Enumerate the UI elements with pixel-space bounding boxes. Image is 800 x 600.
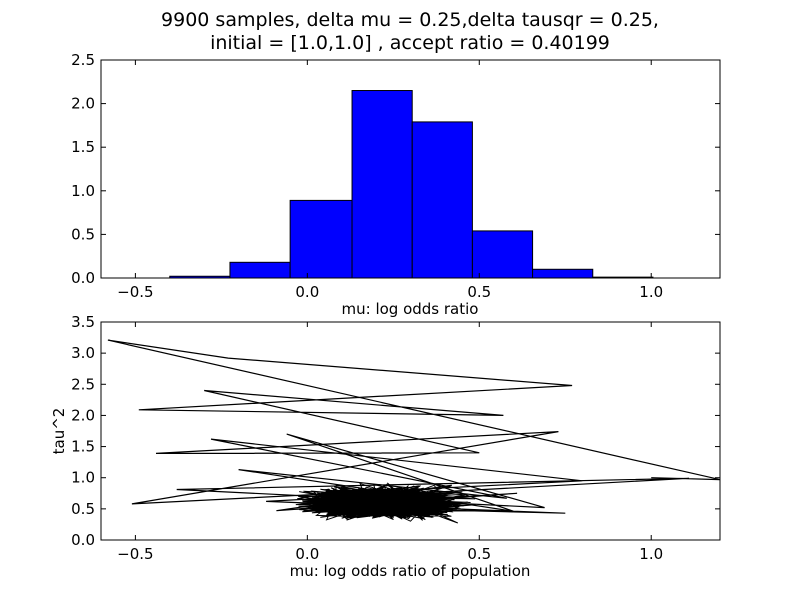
x-tick-label: −0.5 bbox=[117, 545, 153, 563]
x-tick-label: −0.5 bbox=[117, 283, 153, 301]
x-tick-label: 0.0 bbox=[295, 283, 319, 301]
y-tick-label: 0.0 bbox=[71, 531, 95, 549]
trace-x-ticks: −0.5 0.0 0.5 1.0 bbox=[117, 322, 663, 563]
histogram-frame bbox=[100, 59, 721, 279]
histogram-axes: −0.5 0.0 0.5 1.0 0.0 0.5 1.0 1.5 2.0 2.5 mu: log… bbox=[71, 51, 721, 318]
x-tick-label: 1.0 bbox=[639, 545, 663, 563]
y-tick-label: 1.5 bbox=[71, 138, 95, 156]
y-tick-label: 1.0 bbox=[71, 469, 95, 487]
trace-clip bbox=[107, 339, 720, 524]
histogram-bars bbox=[169, 90, 654, 279]
x-tick-label: 1.0 bbox=[639, 283, 663, 301]
trace-y-axis-label: tau^2 bbox=[50, 408, 68, 455]
title-line-2: initial = [1.0,1.0] , accept ratio = 0.4… bbox=[210, 32, 610, 54]
histogram-y-ticks: 0.0 0.5 1.0 1.5 2.0 2.5 bbox=[71, 51, 720, 287]
trace-lines bbox=[107, 339, 720, 524]
histogram-bar bbox=[411, 121, 473, 279]
trace-y-ticks: 0.0 0.5 1.0 1.5 2.0 2.5 3.0 3.5 bbox=[71, 313, 720, 549]
trace-frame bbox=[100, 321, 721, 541]
trace-x-axis-label: mu: log odds ratio of population bbox=[290, 562, 531, 580]
title-line-1: 9900 samples, delta mu = 0.25,delta taus… bbox=[161, 9, 659, 31]
y-tick-label: 2.5 bbox=[71, 51, 95, 69]
y-tick-label: 2.0 bbox=[71, 406, 95, 424]
trace-axes: −0.5 0.0 0.5 1.0 0.0 0.5 1.0 1.5 2.0 2.5 3.0 3.5 m… bbox=[50, 313, 721, 580]
histogram-x-ticks: −0.5 0.0 0.5 1.0 bbox=[117, 60, 663, 301]
y-tick-label: 3.0 bbox=[71, 344, 95, 362]
x-tick-label: 0.5 bbox=[467, 283, 491, 301]
trace-dense-cloud bbox=[295, 482, 480, 524]
y-tick-label: 3.5 bbox=[71, 313, 95, 331]
x-tick-label: 0.0 bbox=[295, 545, 319, 563]
histogram-x-axis-label: mu: log odds ratio bbox=[342, 300, 479, 318]
histogram-bar bbox=[351, 90, 413, 279]
y-tick-label: 0.5 bbox=[71, 225, 95, 243]
x-tick-label: 0.5 bbox=[467, 545, 491, 563]
y-tick-label: 1.5 bbox=[71, 438, 95, 456]
histogram-bar bbox=[471, 230, 534, 279]
y-tick-label: 2.5 bbox=[71, 375, 95, 393]
histogram-bar bbox=[532, 268, 594, 279]
histogram-bar bbox=[229, 261, 291, 279]
histogram-bar bbox=[289, 199, 353, 279]
y-tick-label: 0.0 bbox=[71, 269, 95, 287]
y-tick-label: 2.0 bbox=[71, 95, 95, 113]
y-tick-label: 1.0 bbox=[71, 182, 95, 200]
y-tick-label: 0.5 bbox=[71, 500, 95, 518]
